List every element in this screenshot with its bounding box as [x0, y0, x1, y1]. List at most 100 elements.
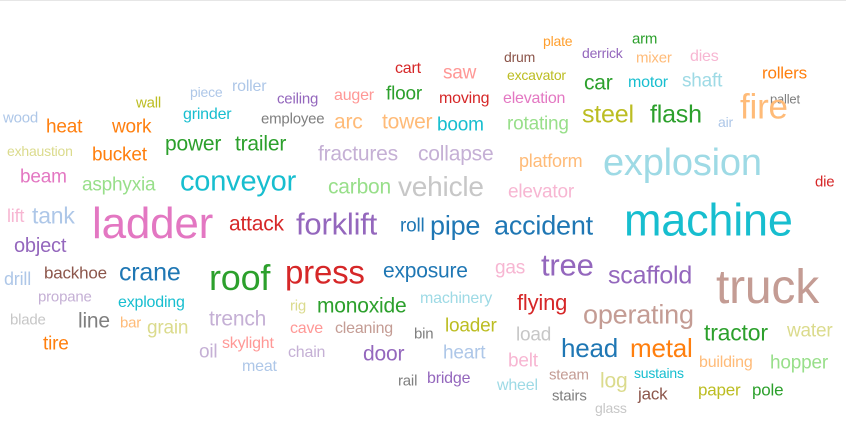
cloud-word: attack	[229, 212, 284, 236]
cloud-word: hopper	[770, 352, 828, 374]
cloud-word: piece	[190, 84, 223, 100]
cloud-word: oil	[199, 341, 218, 363]
cloud-word: paper	[698, 380, 741, 400]
cloud-word: conveyor	[180, 165, 297, 198]
cloud-word: loader	[445, 315, 497, 337]
cloud-word: lift	[7, 206, 25, 226]
cloud-word: saw	[443, 62, 477, 84]
cloud-word: meat	[242, 358, 277, 375]
cloud-word: arc	[334, 110, 363, 134]
cloud-word: arm	[632, 30, 658, 48]
cloud-word: exhaustion	[7, 143, 73, 159]
cloud-word: excavator	[507, 67, 566, 83]
cloud-word: rotating	[507, 113, 569, 135]
cloud-word: line	[78, 309, 110, 333]
cloud-word: rail	[398, 372, 418, 390]
cloud-word: mixer	[636, 49, 672, 67]
cloud-word: roller	[232, 78, 267, 95]
cloud-word: operating	[583, 299, 694, 330]
cloud-word: load	[516, 324, 552, 346]
cloud-word: fire	[740, 87, 788, 127]
cloud-word: tree	[541, 247, 594, 283]
cloud-word: wood	[3, 109, 39, 127]
cloud-word: pole	[752, 380, 784, 400]
cloud-word: metal	[630, 333, 693, 363]
cloud-word: machine	[624, 194, 793, 246]
cloud-word: beam	[20, 166, 67, 188]
cloud-word: gas	[495, 257, 526, 279]
cloud-word: steel	[582, 100, 634, 129]
cloud-word: bucket	[92, 144, 147, 166]
cloud-word: roof	[209, 257, 271, 298]
cloud-word: bar	[120, 314, 142, 332]
cloud-word: jack	[638, 384, 668, 404]
cloud-word: glass	[595, 400, 627, 416]
cloud-word: grain	[147, 317, 189, 339]
cloud-word: die	[815, 173, 835, 191]
cloud-word: heart	[443, 342, 486, 364]
cloud-word: head	[561, 333, 619, 363]
cloud-word: car	[584, 71, 613, 95]
cloud-word: power	[165, 132, 222, 156]
cloud-word: auger	[334, 87, 374, 104]
cloud-word: exploding	[118, 294, 185, 311]
cloud-word: propane	[38, 288, 92, 306]
cloud-word: pipe	[430, 210, 481, 241]
cloud-word: trench	[209, 307, 267, 331]
cloud-word: elevator	[508, 181, 574, 203]
cloud-word: ladder	[92, 199, 214, 248]
cloud-word: machinery	[420, 290, 493, 307]
cloud-word: water	[787, 320, 833, 342]
cloud-word: chain	[288, 344, 326, 361]
cloud-word: air	[718, 114, 733, 130]
cloud-word: derrick	[582, 45, 623, 61]
cloud-word: wall	[136, 94, 162, 112]
cloud-word: elevation	[503, 90, 566, 107]
cloud-word: belt	[508, 350, 538, 372]
cloud-word: scaffold	[608, 261, 693, 290]
cloud-word: steam	[549, 366, 589, 384]
cloud-word: platform	[519, 151, 583, 171]
cloud-word: press	[285, 253, 365, 291]
cloud-word: blade	[10, 311, 46, 329]
cloud-word: heat	[46, 116, 83, 138]
cloud-word: cleaning	[335, 320, 394, 337]
cloud-word: sustains	[634, 365, 684, 381]
cloud-word: forklift	[296, 206, 378, 242]
cloud-word: trailer	[235, 132, 287, 156]
cloud-word: bridge	[427, 370, 471, 387]
cloud-word: grinder	[183, 106, 232, 123]
cloud-word: rig	[290, 297, 307, 315]
cloud-word: building	[699, 354, 753, 371]
cloud-word: tractor	[704, 319, 768, 346]
cloud-word: exposure	[383, 259, 468, 283]
cloud-word: vehicle	[398, 171, 484, 202]
cloud-word: cave	[290, 320, 323, 337]
cloud-word: collapse	[418, 142, 494, 166]
cloud-word: roll	[400, 215, 425, 237]
cloud-word: carbon	[328, 175, 392, 199]
cloud-word: rollers	[762, 63, 807, 83]
cloud-word: ceiling	[277, 90, 319, 108]
cloud-word: tire	[43, 333, 69, 355]
cloud-word: shaft	[682, 70, 723, 92]
cloud-word: accident	[494, 210, 593, 241]
cloud-word: work	[112, 116, 152, 138]
cloud-word: door	[363, 342, 405, 366]
cloud-word: cart	[395, 60, 421, 77]
cloud-word: explosion	[603, 142, 762, 184]
cloud-word: asphyxia	[82, 174, 156, 196]
cloud-word: fractures	[318, 142, 398, 166]
cloud-word: tank	[32, 202, 75, 229]
cloud-word: object	[14, 235, 67, 257]
cloud-word: flash	[650, 100, 702, 129]
cloud-word: pallet	[770, 91, 800, 107]
cloud-word: employee	[261, 110, 325, 128]
cloud-word: boom	[437, 114, 484, 136]
cloud-word: bin	[414, 325, 434, 343]
cloud-word: motor	[628, 74, 668, 91]
cloud-word: skylight	[222, 335, 274, 352]
cloud-word: flying	[517, 290, 568, 315]
cloud-word: stairs	[552, 387, 587, 405]
